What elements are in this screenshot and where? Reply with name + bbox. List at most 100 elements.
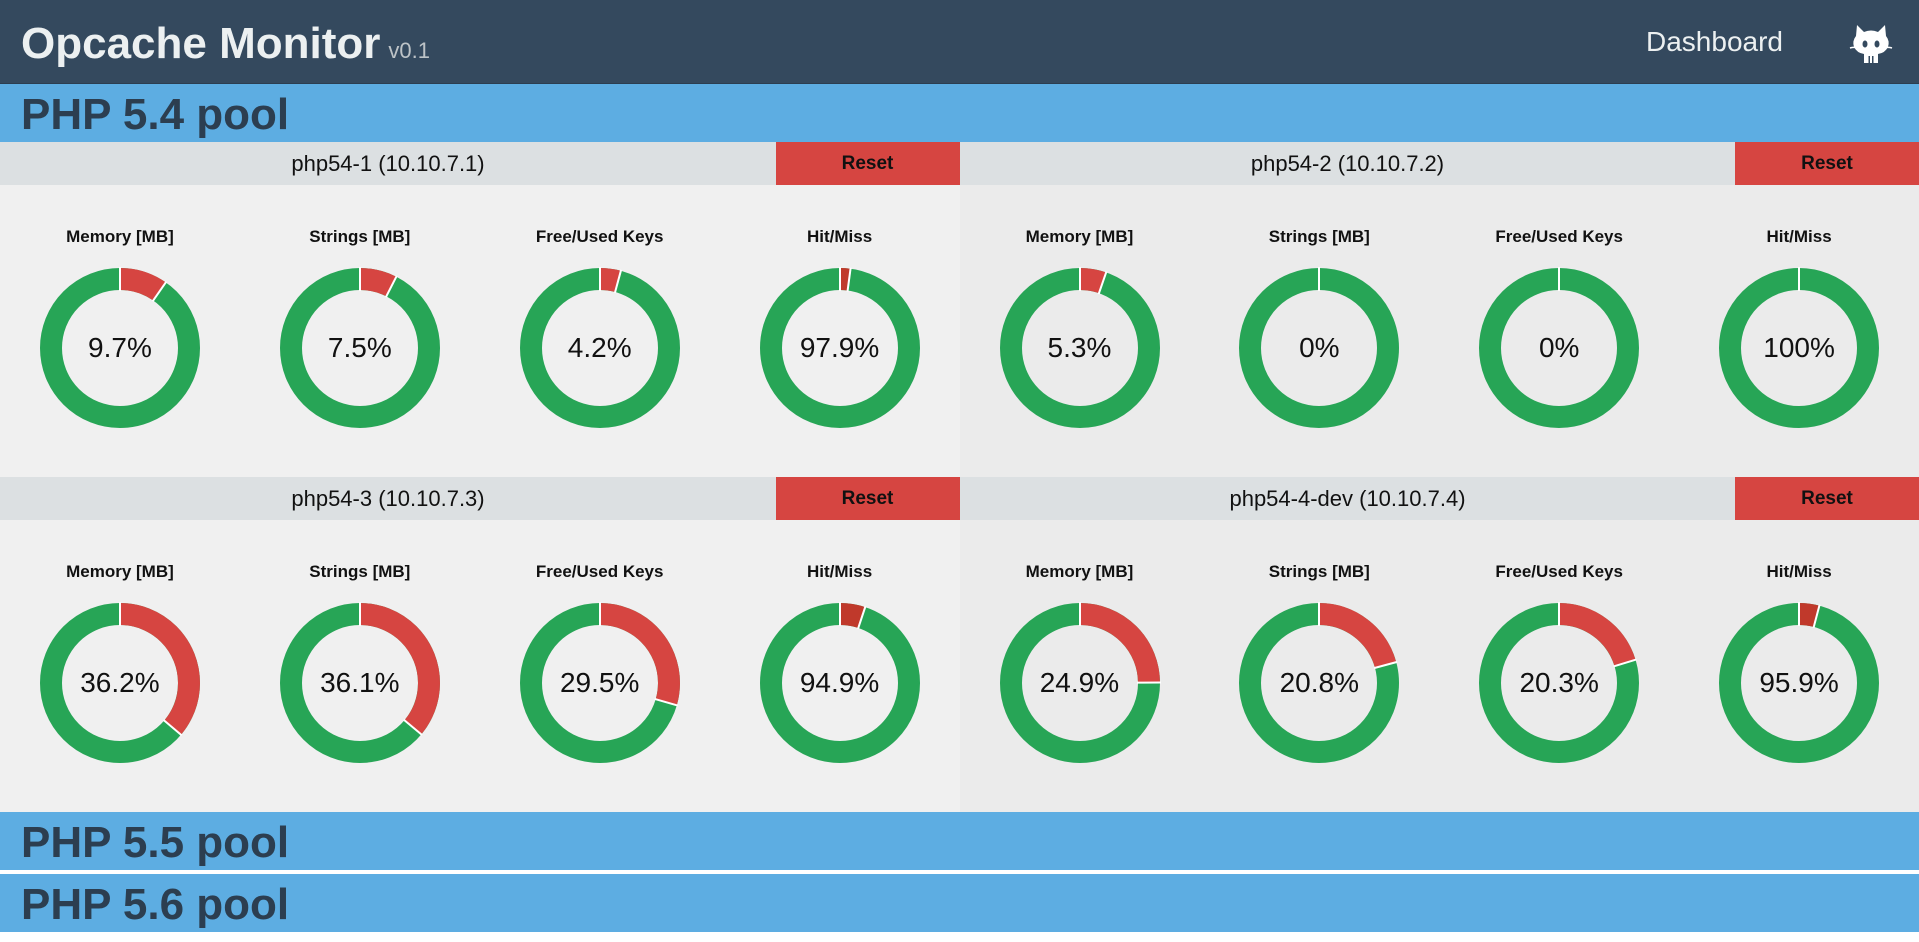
donut-value-text: 7.5% — [327, 332, 392, 363]
reset-button[interactable]: Reset — [1735, 477, 1919, 520]
chart-label: Strings [MB] — [309, 227, 411, 246]
chart-label: Memory [MB] — [1025, 227, 1134, 246]
server-name: php54-1 (10.10.7.1) — [291, 151, 485, 176]
donut-chart[interactable] — [759, 602, 921, 764]
server-header: php54-2 (10.10.7.2) Reset — [959, 142, 1919, 185]
donut-value-text: 9.7% — [88, 332, 152, 363]
donut-chart[interactable] — [519, 602, 681, 764]
server-panel: php54-3 (10.10.7.3) Reset Memory [MB] 36.2%… — [0, 477, 960, 812]
chart-label: Hit/Miss — [806, 562, 873, 581]
chart-cell: Hit/Miss 97.9% — [720, 185, 960, 477]
donut-chart[interactable] — [1478, 267, 1640, 429]
chart-label: Hit/Miss — [1766, 227, 1832, 246]
chart-label: Free/Used Keys — [535, 562, 664, 581]
server-header: php54-4-dev (10.10.7.4) Reset — [959, 477, 1919, 520]
chart-label: Hit/Miss — [1766, 562, 1832, 581]
chart-label: Strings [MB] — [1268, 227, 1370, 246]
chart-label: Memory [MB] — [66, 227, 174, 246]
chart-cell: Free/Used Keys 29.5% — [480, 520, 720, 812]
chart-label: Strings [MB] — [1268, 562, 1370, 581]
chart-label: Free/Used Keys — [1495, 227, 1623, 246]
chart-label: Free/Used Keys — [1495, 562, 1623, 581]
nav-dashboard-link[interactable]: Dashboard — [1646, 26, 1783, 57]
chart-row: Memory [MB] 36.2% Strings [MB] 36.1% Free/Us… — [0, 520, 960, 812]
donut-value-text: 36.1% — [320, 667, 400, 698]
donut-value-text: 5.3% — [1047, 332, 1112, 363]
donut-value-text: 0% — [1299, 332, 1340, 363]
donut-segment-separator — [402, 718, 423, 736]
chart-cell: Strings [MB] 7.5% — [240, 185, 480, 477]
donut-chart[interactable] — [279, 602, 441, 764]
server-panel: php54-1 (10.10.7.1) Reset Memory [MB] 9.7% S… — [0, 142, 960, 477]
server-header: php54-1 (10.10.7.1) Reset — [0, 142, 960, 185]
server-header: php54-3 (10.10.7.3) Reset — [0, 477, 960, 520]
donut-value-text: 24.9% — [1039, 667, 1120, 698]
chart-label: Free/Used Keys — [535, 227, 664, 246]
donut-value-text: 20.3% — [1519, 667, 1599, 698]
donut-chart[interactable] — [39, 267, 201, 429]
server-name: php54-2 (10.10.7.2) — [1250, 151, 1445, 176]
donut-chart[interactable] — [39, 602, 201, 764]
server-panel: php54-2 (10.10.7.2) Reset Memory [MB] 5.3% S… — [959, 142, 1919, 477]
reset-button[interactable]: Reset — [775, 142, 960, 185]
donut-value-text: 0% — [1538, 332, 1580, 363]
donut-value-text: 95.9% — [1759, 667, 1839, 698]
chart-label: Strings [MB] — [309, 562, 411, 581]
donut-segment-separator — [162, 719, 183, 737]
navbar: Opcache Monitor v0.1 Dashboard — [0, 0, 1919, 84]
donut-chart[interactable] — [759, 267, 921, 429]
donut-segment-separator — [613, 269, 622, 294]
donut-chart[interactable] — [999, 267, 1161, 429]
donut-chart[interactable] — [999, 602, 1161, 764]
app-title: Opcache Monitor — [21, 19, 381, 68]
donut-segment-separator — [384, 275, 398, 298]
donut-chart[interactable] — [279, 267, 441, 429]
chart-cell: Memory [MB] 9.7% — [0, 185, 240, 477]
donut-chart[interactable] — [1238, 602, 1400, 764]
donut-chart[interactable] — [519, 267, 681, 429]
chart-cell: Memory [MB] 36.2% — [0, 520, 240, 812]
chart-row: Memory [MB] 9.7% Strings [MB] 7.5% Free/Used… — [0, 185, 960, 477]
donut-segment-separator — [1374, 660, 1398, 670]
chart-cell: Strings [MB] 0% — [1199, 185, 1439, 477]
donut-chart[interactable] — [1238, 267, 1400, 429]
reset-button[interactable]: Reset — [1735, 142, 1919, 185]
donut-value-text: 20.8% — [1279, 667, 1360, 698]
chart-cell: Hit/Miss 94.9% — [720, 520, 960, 812]
donut-segment-separator — [1097, 271, 1107, 295]
github-octocat-icon[interactable] — [1848, 19, 1894, 65]
donut-chart[interactable] — [1478, 602, 1640, 764]
donut-chart[interactable] — [1718, 602, 1880, 764]
app-version: v0.1 — [388, 38, 430, 63]
server-name: php54-3 (10.10.7.3) — [291, 486, 485, 511]
chart-cell: Hit/Miss 95.9% — [1679, 520, 1919, 812]
chart-cell: Free/Used Keys 4.2% — [480, 185, 720, 477]
app-brand[interactable]: Opcache Monitor v0.1 — [21, 18, 430, 77]
chart-cell: Free/Used Keys 0% — [1439, 185, 1679, 477]
chart-row: Memory [MB] 5.3% Strings [MB] 0% Free/Used K… — [960, 185, 1919, 477]
donut-segment-separator — [856, 605, 867, 630]
chart-cell: Strings [MB] 36.1% — [240, 520, 480, 812]
chart-cell: Memory [MB] 5.3% — [960, 185, 1200, 477]
chart-label: Memory [MB] — [1025, 562, 1134, 581]
donut-segment-separator — [1613, 658, 1638, 668]
pool-header-php55[interactable]: PHP 5.5 pool — [0, 812, 1919, 870]
chart-cell: Strings [MB] 20.8% — [1199, 520, 1439, 812]
reset-button[interactable]: Reset — [775, 477, 960, 520]
donut-value-text: 100% — [1763, 332, 1835, 363]
server-name: php54-4-dev (10.10.7.4) — [1229, 486, 1466, 511]
chart-row: Memory [MB] 24.9% Strings [MB] 20.8% Free/Us… — [960, 520, 1919, 812]
chart-label: Memory [MB] — [66, 562, 174, 581]
donut-chart[interactable] — [1718, 267, 1880, 429]
pool-header-php56[interactable]: PHP 5.6 pool — [0, 874, 1919, 932]
donut-value-text: 36.2% — [80, 667, 160, 698]
chart-cell: Memory [MB] 24.9% — [960, 520, 1200, 812]
divider — [0, 870, 1919, 874]
donut-value-text: 4.2% — [567, 332, 632, 363]
chart-cell: Free/Used Keys 20.3% — [1439, 520, 1679, 812]
donut-segment-separator — [1812, 604, 1821, 629]
donut-segment-separator — [151, 281, 168, 302]
donut-value-text: 29.5% — [559, 667, 640, 698]
pool-title: PHP 5.6 pool — [21, 880, 290, 929]
pool-header-php54[interactable]: PHP 5.4 pool — [0, 84, 1919, 142]
